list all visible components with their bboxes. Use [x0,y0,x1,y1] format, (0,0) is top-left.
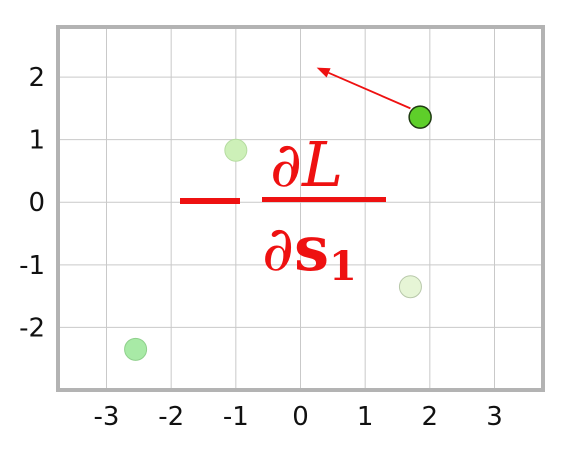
gradient-numerator: ∂L [270,128,343,201]
data-point [125,338,147,360]
y-tick-label: 2 [28,63,45,93]
gradient-arrow [317,68,411,109]
highlighted-point [409,106,431,128]
gradient-denominator: ∂s1 [262,212,357,290]
arrow-head [317,68,331,78]
fraction-bar [262,197,386,202]
x-tick-label: 0 [292,402,309,432]
x-tick-label: 1 [357,402,374,432]
y-tick-label: -2 [19,313,45,343]
y-tick-label: 0 [28,188,45,218]
x-tick-label: -1 [223,402,249,432]
minus-sign [180,198,240,204]
x-tick-label: -3 [94,402,120,432]
y-tick-label: -1 [19,251,45,281]
x-tick-label: 3 [486,402,503,432]
denominator-symbol: s [294,212,329,285]
grid [58,27,543,390]
data-point [399,276,421,298]
y-tick-label: 1 [28,126,45,156]
x-tick-label: -2 [158,402,184,432]
arrow-shaft [329,73,411,109]
data-point [225,139,247,161]
denominator-subscript: 1 [329,243,357,290]
x-tick-label: 2 [422,402,439,432]
denominator-partial: ∂ [262,212,294,285]
gradient-annotation: ∂L ∂s1 [180,128,386,290]
